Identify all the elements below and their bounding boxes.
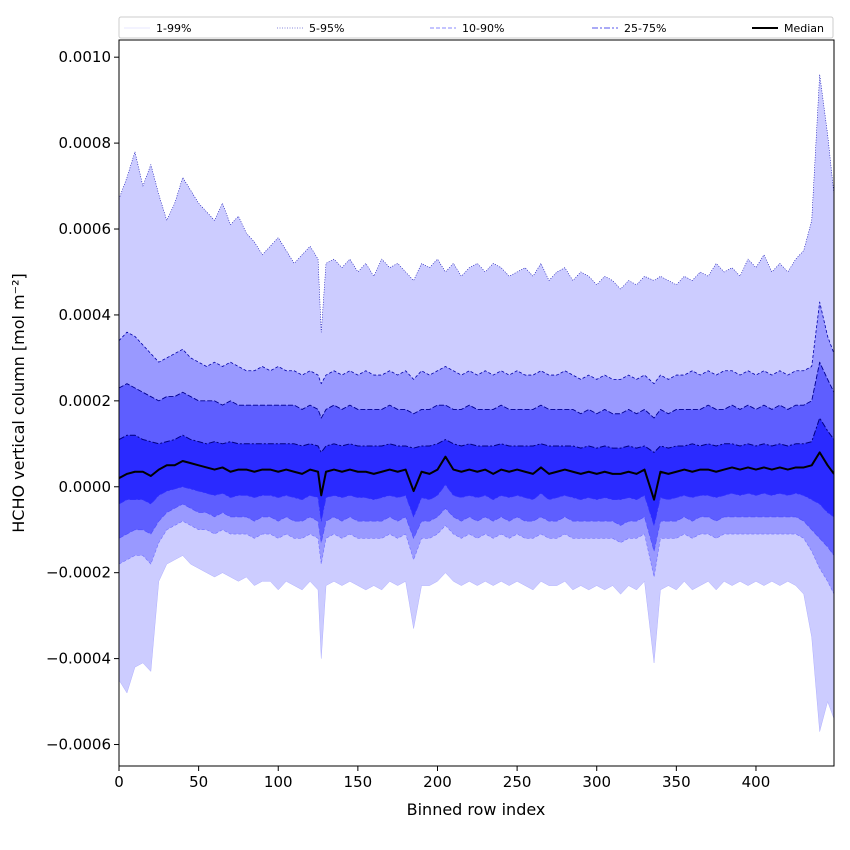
x-axis-label: Binned row index (407, 800, 546, 819)
y-axis: −0.0006 −0.0004 −0.0002 0.0000 0.0002 0.0004 0… (46, 48, 119, 754)
x-tick-label: 250 (503, 773, 532, 791)
y-tick-label: −0.0002 (46, 564, 111, 582)
y-tick-label: 0.0000 (59, 478, 112, 496)
series-line-p10 (119, 503, 834, 556)
y-tick-label: 0.0010 (59, 48, 112, 66)
x-tick-label: 150 (344, 773, 373, 791)
series-line-median (119, 451, 834, 501)
plot-frame (118, 39, 835, 767)
y-tick-label: 0.0004 (59, 306, 112, 324)
y-tick-label: −0.0004 (46, 650, 111, 668)
legend-label: 25-75% (624, 22, 666, 35)
series-line-p5 (119, 520, 834, 595)
lines-layer (119, 74, 834, 732)
x-tick-label: 200 (423, 773, 452, 791)
x-axis: 0 50 100 150 200 250 300 350 400 (114, 766, 770, 791)
x-tick-label: 0 (114, 773, 124, 791)
series-line-p1 (119, 555, 834, 732)
x-tick-label: 300 (582, 773, 611, 791)
series-line-p95 (119, 301, 834, 385)
legend-label: Median (784, 22, 824, 35)
y-tick-label: −0.0006 (46, 736, 111, 754)
series-line-p99 (119, 74, 834, 333)
legend-label: 1-99% (156, 22, 191, 35)
x-tick-label: 100 (264, 773, 293, 791)
series-line-p75 (119, 417, 834, 453)
series-line-p90 (119, 361, 834, 419)
x-tick-label: 400 (742, 773, 771, 791)
y-tick-label: 0.0008 (59, 134, 112, 152)
legend: 1-99% 5-95% 10-90% 25-75% Median (118, 16, 834, 39)
x-tick-label: 350 (662, 773, 691, 791)
y-tick-label: 0.0002 (59, 392, 112, 410)
legend-label: 10-90% (462, 22, 504, 35)
legend-label: 5-95% (309, 22, 344, 35)
y-tick-label: 0.0006 (59, 220, 112, 238)
y-axis-label: HCHO vertical column [mol m⁻²] (9, 273, 28, 532)
legend-frame (118, 16, 834, 39)
x-tick-label: 50 (189, 773, 208, 791)
bands-layer (119, 74, 834, 732)
